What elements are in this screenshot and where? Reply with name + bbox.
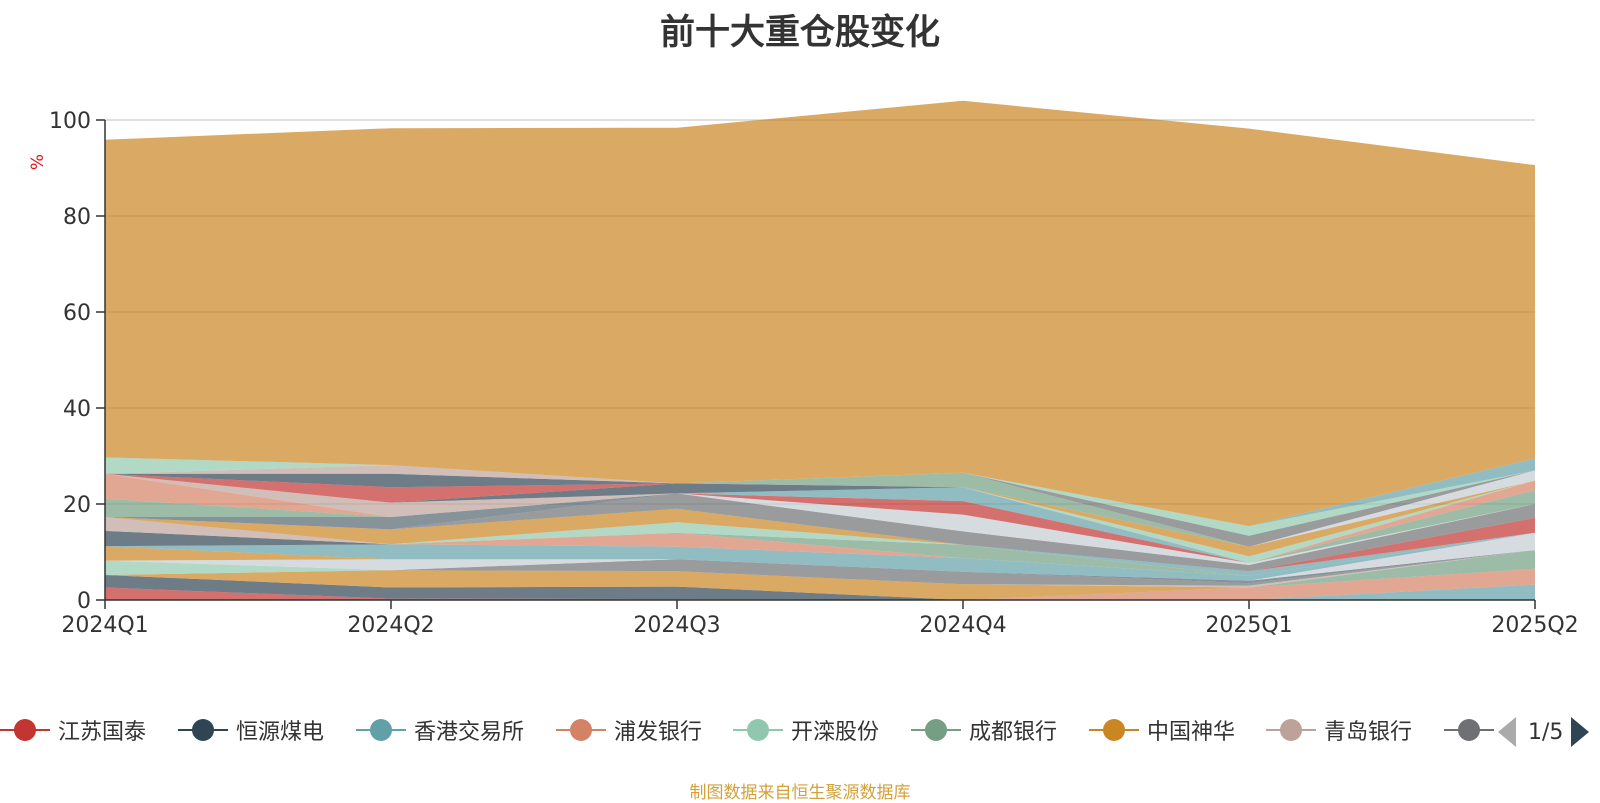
legend-label: 恒源煤电 (236, 720, 325, 745)
area-series-3 (105, 575, 1535, 600)
y-tick-label: 60 (63, 301, 91, 326)
legend: 江苏国泰 恒源煤电 香港交易所 浦发银行 开滦股份 成都银行 中国神华 青岛银行 (0, 712, 1600, 752)
area-series-29 (105, 480, 1535, 563)
legend-item[interactable] (1444, 712, 1494, 748)
area-series-24 (105, 493, 1535, 565)
legend-label: 青岛银行 (1324, 720, 1413, 745)
area-series-13 (105, 532, 1535, 581)
x-tick-label: 2024Q1 (61, 613, 148, 638)
source-note: 制图数据来自恒生聚源数据库 (689, 783, 911, 803)
axes: 0 20 40 60 80 100 2024Q1 2024Q2 2024Q3 2024Q4 2025… (49, 109, 1579, 638)
legend-marker-icon (356, 712, 406, 748)
legend-item[interactable]: 香港交易所 (356, 712, 524, 748)
area-series-30 (105, 480, 1535, 557)
area-series-36 (105, 470, 1535, 547)
area-series-4 (105, 568, 1535, 600)
legend-page-indicator: 1/5 (1528, 719, 1564, 745)
legend-item[interactable]: 成都银行 (911, 712, 1057, 748)
legend-marker-icon (556, 712, 606, 748)
area-series-16 (105, 530, 1535, 576)
y-tick-label: 100 (49, 109, 91, 134)
area-series-34 (105, 473, 1535, 547)
legend-marker-icon (1089, 712, 1139, 748)
legend-pager: 1/5 (1498, 714, 1590, 750)
legend-marker-icon (0, 712, 50, 748)
area-series-21 (105, 508, 1535, 572)
y-tick-label: 0 (77, 589, 91, 614)
area-series-43 (105, 457, 1535, 527)
area-series-5 (105, 568, 1535, 600)
legend-marker-icon (1444, 712, 1494, 748)
y-tick-label: 80 (63, 205, 91, 230)
legend-marker-icon (733, 712, 783, 748)
legend-marker-icon (1266, 712, 1316, 748)
area-series-28 (105, 480, 1535, 563)
area-series-9 (105, 550, 1535, 586)
area-series-39 (105, 470, 1535, 547)
legend-marker-icon (911, 712, 961, 748)
area-series-40 (105, 470, 1535, 536)
legend-label: 江苏国泰 (58, 720, 147, 745)
area-series-group (105, 100, 1535, 600)
area-series-42 (105, 458, 1535, 527)
legend-item[interactable]: 恒源煤电 (178, 712, 324, 748)
legend-label: 浦发银行 (614, 720, 703, 745)
area-series-33 (105, 473, 1535, 547)
legend-item[interactable]: 中国神华 (1089, 712, 1235, 748)
x-tick-label: 2024Q4 (919, 613, 1006, 638)
legend-label: 成都银行 (969, 720, 1058, 745)
area-series-2 (105, 575, 1535, 600)
area-series-23 (105, 493, 1535, 565)
area-series-44 (105, 100, 1535, 527)
stacked-area-chart: 0 20 40 60 80 100 2024Q1 2024Q2 2024Q3 2024Q4 2025… (49, 100, 1579, 638)
legend-label: 中国神华 (1147, 720, 1236, 745)
previous-page-icon[interactable] (1498, 717, 1516, 747)
x-tick-label: 2024Q3 (633, 613, 720, 638)
legend-label: 香港交易所 (414, 720, 525, 745)
legend-item[interactable]: 青岛银行 (1266, 712, 1412, 748)
area-series-14 (105, 532, 1535, 576)
x-tick-label: 2025Q1 (1205, 613, 1292, 638)
area-series-38 (105, 470, 1535, 547)
legend-item[interactable]: 江苏国泰 (0, 712, 146, 748)
legend-item[interactable]: 浦发银行 (556, 712, 702, 748)
legend-label: 开滦股份 (791, 720, 880, 745)
y-tick-label: 40 (63, 397, 91, 422)
chart-title: 前十大重仓股变化 (659, 13, 940, 53)
x-tick-label: 2025Q2 (1491, 613, 1578, 638)
y-tick-label: 20 (63, 493, 91, 518)
legend-marker-icon (178, 712, 228, 748)
x-tick-label: 2024Q2 (347, 613, 434, 638)
next-page-icon[interactable] (1571, 717, 1590, 747)
legend-item[interactable]: 开滦股份 (733, 712, 879, 748)
area-series-1 (105, 587, 1535, 600)
